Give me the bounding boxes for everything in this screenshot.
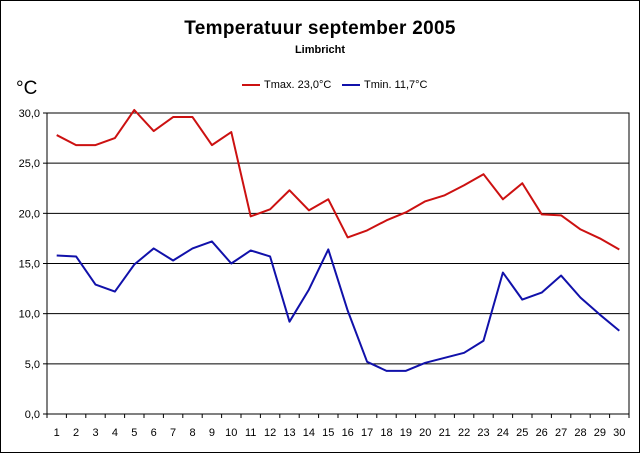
x-tick-label: 23: [477, 427, 489, 439]
legend-item-tmin: Tmin. 11,7°C: [342, 79, 428, 91]
x-tick-label: 15: [322, 427, 334, 439]
x-tick-label: 10: [225, 427, 237, 439]
y-tick-label: 15,0: [19, 259, 40, 271]
x-tick-label: 14: [303, 427, 315, 439]
series-line-tmin: [56, 240, 620, 372]
x-tick-label: 4: [112, 427, 118, 439]
y-tick-label: 10,0: [19, 309, 40, 321]
x-tick-label: 1: [54, 427, 60, 439]
x-tick-label: 9: [209, 427, 215, 439]
x-tick-label: 12: [264, 427, 276, 439]
legend-label-tmin: Tmin. 11,7°C: [364, 79, 428, 91]
x-tick-label: 24: [497, 427, 509, 439]
y-tick-label: 5,0: [25, 359, 40, 371]
x-tick-label: 19: [400, 427, 412, 439]
legend-swatch-tmin: [342, 84, 360, 87]
x-tick-label: 27: [555, 427, 567, 439]
series-line-tmax: [56, 108, 620, 251]
x-tick-label: 17: [361, 427, 373, 439]
y-tick-label: 25,0: [19, 158, 40, 170]
x-tick-label: 13: [283, 427, 295, 439]
x-tick-label: 16: [342, 427, 354, 439]
x-tick-label: 5: [131, 427, 137, 439]
x-tick-label: 6: [151, 427, 157, 439]
x-tick-label: 20: [419, 427, 431, 439]
chart-title: Temperatuur september 2005: [184, 18, 456, 39]
y-tick-label: 20,0: [19, 208, 40, 220]
legend-item-tmax: Tmax. 23,0°C: [242, 79, 331, 91]
x-tick-label: 2: [73, 427, 79, 439]
legend-swatch-tmax: [242, 84, 260, 87]
x-tick-label: 21: [439, 427, 451, 439]
x-tick-label: 29: [594, 427, 606, 439]
x-tick-label: 8: [189, 427, 195, 439]
x-tick-label: 7: [170, 427, 176, 439]
x-tick-label: 25: [516, 427, 528, 439]
y-tick-label: 0,0: [25, 409, 40, 421]
y-axis-unit-label: °C: [16, 78, 38, 99]
x-tick-label: 26: [536, 427, 548, 439]
x-tick-label: 30: [613, 427, 625, 439]
x-tick-label: 28: [574, 427, 586, 439]
y-tick-label: 30,0: [19, 108, 40, 120]
legend-label-tmax: Tmax. 23,0°C: [264, 79, 332, 91]
x-tick-label: 22: [458, 427, 470, 439]
x-tick-label: 11: [245, 427, 256, 439]
x-tick-label: 3: [92, 427, 98, 439]
x-tick-label: 18: [380, 427, 392, 439]
chart-subtitle: Limbricht: [294, 44, 346, 56]
